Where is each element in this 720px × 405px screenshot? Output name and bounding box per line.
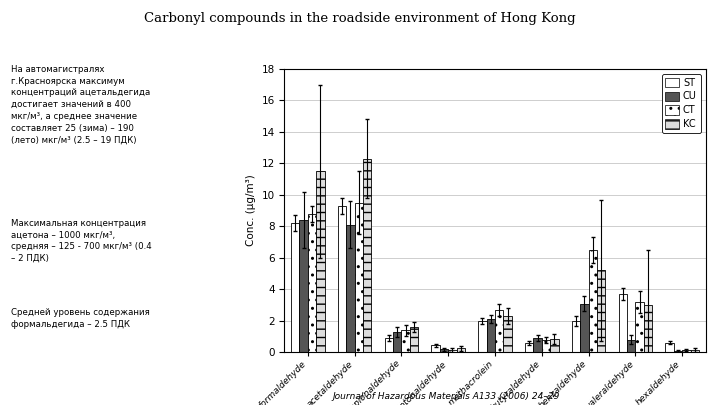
Bar <box>338 206 346 352</box>
Bar <box>541 340 550 352</box>
Bar <box>478 321 487 352</box>
Text: Максимальная концентрация
ацетона – 1000 мкг/м³,
средняя – 125 - 700 мкг/м³ (0.4: Максимальная концентрация ацетона – 1000… <box>11 219 151 263</box>
Bar <box>393 332 402 352</box>
Text: Средней уровень содержания
формальдегида – 2.5 ПДК: Средней уровень содержания формальдегида… <box>11 308 150 328</box>
Bar <box>627 340 635 352</box>
Bar <box>440 349 448 352</box>
Text: Journal of Hazardous Materials A133 (2006) 24–29: Journal of Hazardous Materials A133 (200… <box>333 392 560 401</box>
Bar <box>674 351 683 352</box>
Bar <box>487 319 495 352</box>
Legend: ST, CU, CT, KC: ST, CU, CT, KC <box>662 74 701 133</box>
Bar <box>665 343 674 352</box>
Bar <box>308 214 316 352</box>
Text: На автомагистралях
г.Красноярска максимум
концентраций ацетальдегида
достигает з: На автомагистралях г.Красноярска максиму… <box>11 65 150 145</box>
Bar <box>644 305 652 352</box>
Bar <box>580 303 588 352</box>
Bar <box>525 343 534 352</box>
Bar <box>588 250 597 352</box>
Bar <box>410 327 418 352</box>
Bar <box>355 203 363 352</box>
Bar <box>448 350 456 352</box>
Bar <box>683 350 690 352</box>
Bar <box>384 338 393 352</box>
Bar <box>346 225 354 352</box>
Bar <box>291 223 300 352</box>
Text: Carbonyl compounds in the roadside environment of Hong Kong: Carbonyl compounds in the roadside envir… <box>144 12 576 25</box>
Bar <box>402 330 410 352</box>
Y-axis label: Conc. (μg/m³): Conc. (μg/m³) <box>246 175 256 247</box>
Bar <box>635 302 644 352</box>
Bar <box>534 338 541 352</box>
Bar <box>618 294 627 352</box>
Bar <box>300 220 308 352</box>
Bar <box>550 339 559 352</box>
Bar <box>572 321 580 352</box>
Bar <box>456 348 465 352</box>
Bar <box>503 316 512 352</box>
Bar <box>690 350 699 352</box>
Bar <box>597 271 606 352</box>
Bar <box>316 171 325 352</box>
Bar <box>431 345 440 352</box>
Bar <box>363 159 372 352</box>
Bar <box>495 310 503 352</box>
